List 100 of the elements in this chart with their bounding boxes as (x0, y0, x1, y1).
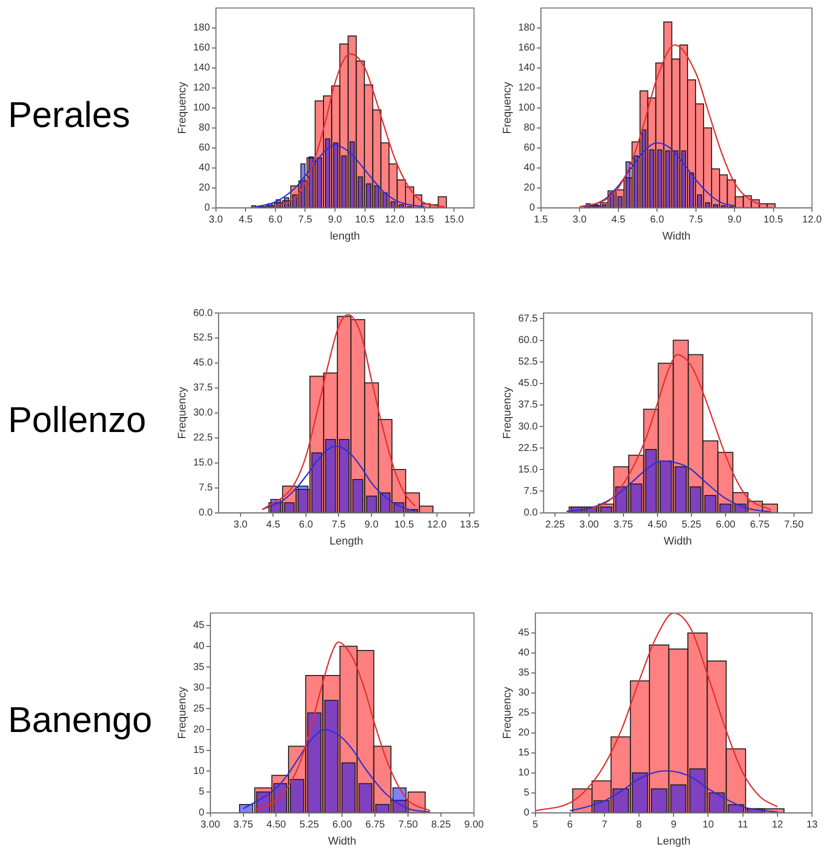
x-tick-label: 6.0 (299, 520, 314, 531)
x-tick-label: 11 (738, 820, 748, 831)
text: Pollenzo (8, 398, 146, 442)
x-tick-label: 12 (772, 820, 784, 831)
y-tick-label: 30.0 (193, 408, 214, 419)
y-tick-label: 15.0 (193, 458, 214, 469)
y-tick-label: 60 (198, 142, 210, 154)
x-tick-label: 6.0 (650, 214, 664, 226)
y-tick-label: 67.5 (518, 314, 538, 324)
y-tick-label: 10 (193, 766, 205, 777)
y-tick-label: 20 (524, 182, 536, 194)
y-tick-label: 60.0 (193, 308, 214, 319)
y-axis-title: Frequency (176, 386, 189, 439)
x-tick-label: 7.50 (398, 820, 418, 831)
y-tick-label: 100 (518, 102, 536, 114)
y-tick-label: 37.5 (518, 400, 538, 411)
x-tick-label: 15.0 (444, 214, 464, 226)
y-tick-label: 0.0 (524, 508, 538, 519)
x-tick-label: 10.5 (355, 214, 375, 226)
x-tick-label: 8 (636, 820, 642, 831)
y-tick-label: 40 (193, 641, 205, 652)
y-tick-label: 0.0 (198, 508, 214, 519)
y-tick-label: 120 (193, 82, 210, 94)
x-tick-label: 10.5 (394, 520, 414, 531)
y-tick-label: 35 (193, 662, 205, 673)
x-tick-label: 7.50 (784, 520, 804, 531)
y-tick-label: 22.5 (518, 442, 538, 454)
y-tick-label: 25 (518, 708, 530, 719)
x-tick-label: 6 (567, 820, 574, 831)
y-tick-label: 30 (518, 688, 530, 699)
y-axis-title: Frequency (502, 386, 514, 439)
y-tick-label: 20 (193, 724, 205, 736)
y-tick-label: 180 (193, 22, 210, 34)
x-tick-label: 6.00 (716, 520, 736, 531)
x-tick-label: 8.25 (431, 820, 452, 831)
y-tick-label: 0 (524, 808, 530, 819)
x-tick-label: 2.25 (545, 520, 566, 531)
x-tick-label: 7.5 (688, 214, 704, 226)
y-axis-title: Frequency (502, 686, 514, 739)
x-tick-label: 3.75 (614, 520, 634, 531)
y-tick-label: 22.5 (193, 432, 214, 444)
x-tick-label: 6.0 (268, 214, 283, 226)
x-tick-label: 6.00 (332, 820, 352, 831)
y-tick-label: 45 (193, 620, 205, 632)
y-tick-label: 160 (193, 42, 210, 54)
x-tick-label: 7 (602, 820, 608, 831)
y-tick-label: 52.5 (193, 332, 214, 344)
y-tick-label: 52.5 (518, 356, 538, 368)
x-tick-label: 3.00 (200, 820, 220, 831)
x-axis-title: Length (656, 835, 690, 848)
x-tick-label: 12.0 (384, 214, 405, 226)
x-tick-label: 3.0 (208, 214, 224, 226)
y-tick-label: 0 (529, 202, 536, 214)
x-tick-label: 9.0 (328, 214, 342, 226)
x-tick-label: 6.75 (365, 820, 386, 831)
y-tick-label: 100 (193, 102, 210, 114)
x-tick-label: 12.0 (427, 520, 448, 531)
y-tick-label: 180 (518, 22, 536, 34)
y-tick-label: 140 (518, 62, 536, 74)
y-tick-label: 20 (198, 182, 210, 194)
x-tick-label: 3.75 (234, 820, 254, 831)
x-tick-label: 4.5 (238, 214, 254, 226)
y-tick-label: 60.0 (518, 335, 538, 346)
x-tick-label: 3.0 (572, 214, 587, 226)
x-tick-label: 13.5 (414, 214, 435, 226)
x-tick-label: 4.50 (266, 820, 286, 831)
y-tick-label: 7.5 (524, 486, 538, 497)
x-tick-label: 9.0 (728, 214, 742, 226)
y-tick-label: 20 (518, 728, 530, 739)
y-tick-label: 120 (518, 82, 536, 94)
y-tick-label: 45.0 (193, 358, 214, 369)
y-axis-title: Frequency (176, 81, 189, 134)
x-tick-label: 9.00 (464, 820, 484, 831)
y-tick-label: 80 (198, 122, 210, 134)
y-tick-label: 15.0 (518, 464, 538, 476)
text: Banengo (8, 698, 152, 742)
x-tick-label: 3.0 (234, 520, 248, 531)
y-tick-label: 15 (518, 748, 530, 759)
x-tick-label: 9.0 (364, 520, 379, 531)
y-tick-label: 25 (193, 703, 205, 714)
x-tick-label: 7.5 (298, 214, 313, 226)
y-tick-label: 160 (518, 42, 536, 54)
line-series (535, 613, 778, 812)
x-tick-label: 13.5 (460, 520, 480, 531)
x-tick-label: 4.5 (266, 520, 281, 531)
y-tick-label: 0 (198, 808, 205, 819)
x-tick-label: 6.75 (750, 520, 770, 531)
y-tick-label: 5 (524, 788, 530, 799)
x-tick-label: 4.5 (611, 214, 626, 226)
y-tick-label: 45.0 (518, 378, 538, 390)
y-tick-label: 140 (193, 62, 210, 74)
y-tick-label: 10 (518, 768, 530, 779)
text: Perales (8, 93, 130, 137)
x-axis-title: length (330, 230, 360, 242)
y-tick-label: 7.5 (198, 482, 214, 494)
y-axis-title: Frequency (502, 81, 514, 134)
y-tick-label: 0 (204, 202, 210, 214)
x-axis-title: Length (330, 535, 364, 548)
x-tick-label: 12.0 (802, 214, 822, 226)
x-tick-label: 10.5 (764, 214, 784, 226)
